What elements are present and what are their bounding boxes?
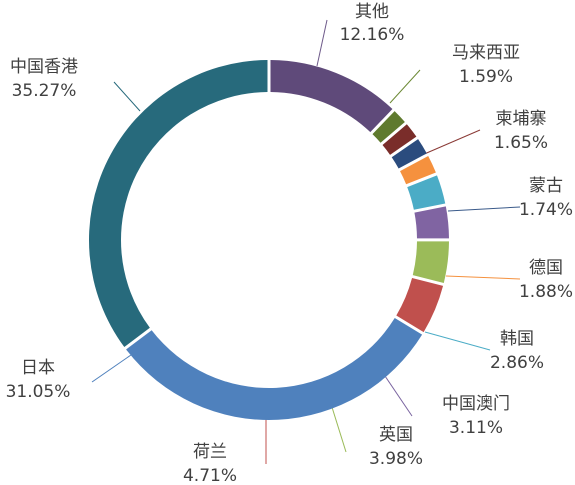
leader-line-5: [445, 275, 521, 280]
slice-percentage: 12.16%: [340, 25, 405, 45]
slice-9: [396, 277, 444, 333]
leader-line-8: [330, 403, 347, 453]
slice-percentage: 1.74%: [519, 200, 573, 220]
slice-label: 蒙古: [529, 176, 563, 196]
slice-10: [126, 318, 423, 420]
leader-line-6: [424, 331, 491, 351]
slice-percentage: 4.71%: [183, 466, 237, 485]
slice-label: 马来西亚: [452, 43, 520, 63]
slice-percentage: 1.88%: [519, 282, 573, 302]
slice-5: [400, 155, 436, 185]
slice-percentage: 1.65%: [494, 133, 548, 153]
slice-percentage: 31.05%: [6, 382, 71, 402]
leader-line-11: [113, 81, 141, 112]
leader-line-3: [421, 129, 481, 156]
slice-8: [412, 241, 449, 283]
slice-label: 日本: [21, 358, 55, 378]
slice-percentage: 1.59%: [459, 67, 513, 87]
leader-line-4: [447, 206, 521, 212]
slice-label: 柬埔寨: [496, 109, 547, 129]
slice-7: [414, 206, 449, 239]
slice-label: 荷兰: [193, 442, 227, 462]
slice-percentage: 3.11%: [449, 418, 503, 438]
slice-label: 其他: [355, 2, 389, 22]
slice-1: [270, 60, 393, 133]
leader-line-7: [384, 375, 413, 417]
slice-label: 韩国: [500, 329, 534, 349]
slice-label: 中国香港: [10, 57, 78, 77]
slice-2: [372, 111, 405, 143]
leader-line-10: [91, 354, 132, 383]
slice-11: [89, 60, 268, 348]
slice-label: 英国: [379, 425, 413, 445]
slice-percentage: 35.27%: [12, 81, 77, 101]
slice-percentage: 3.98%: [369, 449, 423, 469]
slice-percentage: 2.86%: [490, 353, 544, 373]
slice-6: [407, 175, 446, 210]
slice-4: [391, 139, 427, 169]
slice-3: [382, 124, 417, 155]
slice-label: 中国澳门: [442, 394, 510, 414]
slice-label: 德国: [529, 258, 563, 278]
leader-line-2: [389, 69, 421, 104]
leader-line-1: [316, 19, 328, 67]
